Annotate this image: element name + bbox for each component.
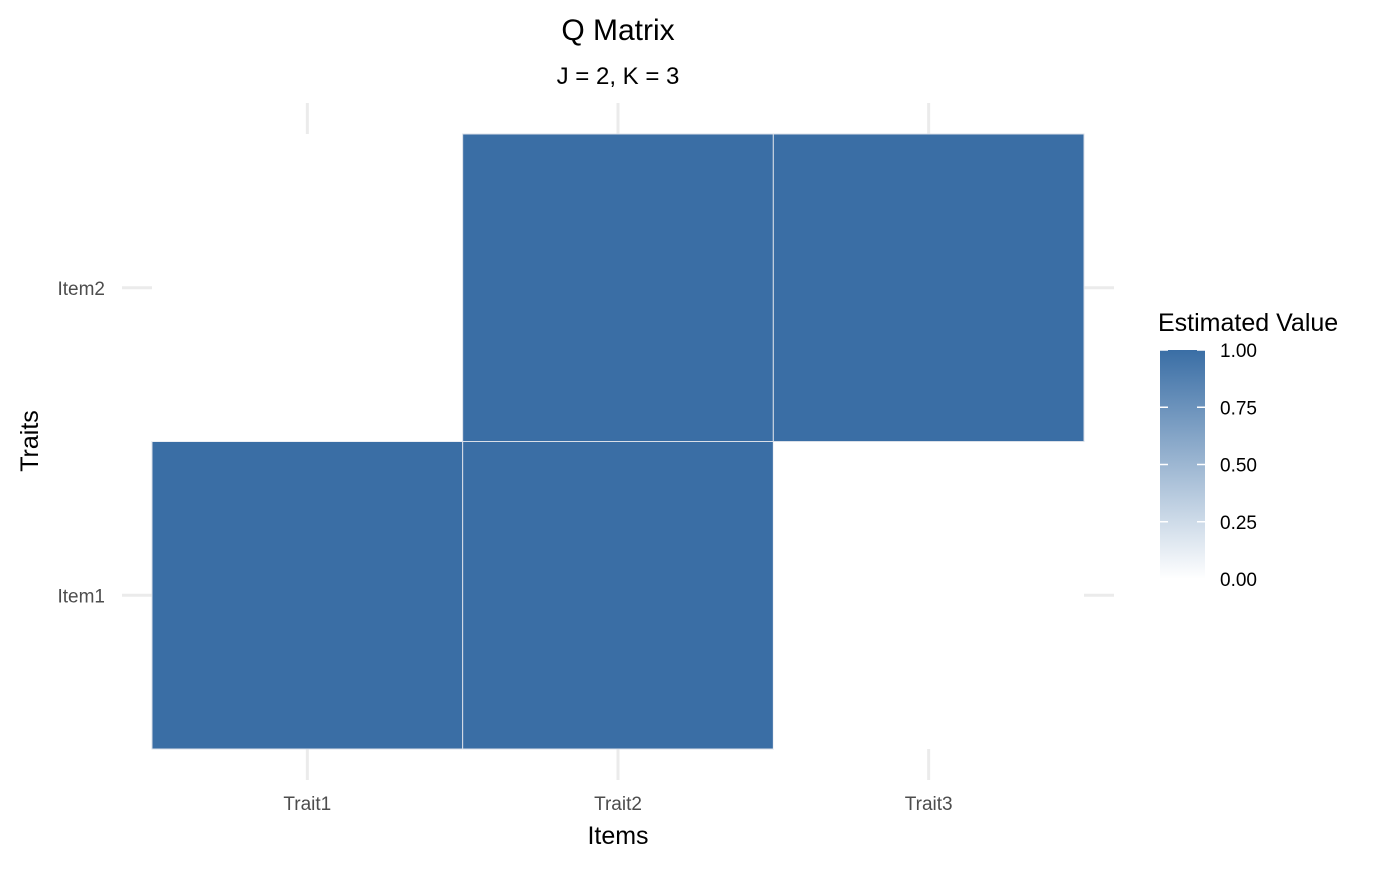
y-tick-labels: Item1 Item2 bbox=[57, 279, 105, 608]
heatmap-cell bbox=[772, 133, 1085, 442]
x-tick-labels: Trait1 Trait2 Trait3 bbox=[283, 794, 952, 815]
heatmap-cell bbox=[462, 133, 774, 442]
x-tick-label: Trait3 bbox=[905, 794, 953, 815]
heatmap-cell bbox=[152, 134, 463, 442]
legend-ticks: 1.00 0.75 0.50 0.25 0.00 bbox=[1160, 341, 1257, 591]
heatmap-cell bbox=[462, 441, 774, 750]
heatmap-cells bbox=[151, 133, 1085, 750]
x-tick-label: Trait2 bbox=[594, 794, 642, 815]
chart-title: Q Matrix bbox=[561, 14, 674, 47]
legend-label: 0.25 bbox=[1220, 513, 1257, 534]
legend-label: 0.75 bbox=[1220, 398, 1257, 419]
legend-title: Estimated Value bbox=[1158, 309, 1338, 337]
legend-label: 0.00 bbox=[1220, 570, 1257, 591]
x-tick-label: Trait1 bbox=[283, 794, 331, 815]
y-tick-label: Item1 bbox=[57, 586, 105, 607]
y-tick-label: Item2 bbox=[57, 279, 105, 300]
y-axis-title: Traits bbox=[16, 410, 44, 472]
x-axis-title: Items bbox=[587, 822, 648, 850]
chart-subtitle: J = 2, K = 3 bbox=[557, 63, 680, 90]
legend-label: 0.50 bbox=[1220, 456, 1257, 477]
legend: Estimated Value 1.00 0.75 0.50 0.25 0.00 bbox=[1158, 309, 1338, 591]
heatmap-cell bbox=[151, 441, 464, 750]
legend-label: 1.00 bbox=[1220, 341, 1257, 362]
heatmap-cell bbox=[773, 441, 1084, 749]
